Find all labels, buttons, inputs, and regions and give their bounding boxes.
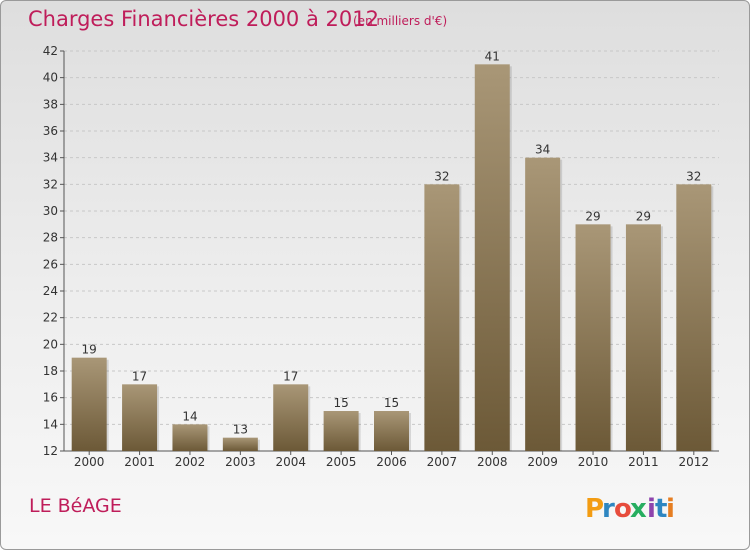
logo-letter: i xyxy=(666,494,675,524)
y-tick-label: 16 xyxy=(43,391,58,405)
bar xyxy=(625,224,661,451)
x-tick-label: 2008 xyxy=(477,455,508,469)
x-tick-label: 2010 xyxy=(578,455,609,469)
gridlines xyxy=(64,50,719,452)
y-tick-label: 30 xyxy=(43,204,58,218)
bar xyxy=(122,384,158,451)
chart-subtitle: (en milliers d'€) xyxy=(353,14,448,28)
bar xyxy=(273,384,309,451)
y-tick-label: 20 xyxy=(43,337,58,351)
bar xyxy=(323,411,359,451)
x-tick-label: 2004 xyxy=(275,455,306,469)
y-tick-label: 18 xyxy=(43,364,58,378)
x-tick-label: 2002 xyxy=(175,455,206,469)
y-tick-label: 12 xyxy=(43,444,58,458)
bar xyxy=(172,424,208,451)
data-label: 15 xyxy=(384,396,399,410)
bars xyxy=(71,64,714,452)
bar xyxy=(374,411,409,451)
x-tick-label: 2011 xyxy=(628,455,659,469)
data-label: 17 xyxy=(283,369,298,383)
commune-name: LE BéAGE xyxy=(29,495,122,517)
data-label: 17 xyxy=(132,369,147,383)
y-tick-label: 40 xyxy=(43,71,58,85)
y-tick-label: 38 xyxy=(43,97,58,111)
y-tick-label: 36 xyxy=(43,124,58,138)
data-label: 41 xyxy=(485,49,500,63)
data-label: 14 xyxy=(182,409,197,423)
chart-title: Charges Financières 2000 à 2012 xyxy=(28,7,379,31)
y-tick-label: 22 xyxy=(43,311,58,325)
bar xyxy=(525,157,561,451)
y-tick-label: 14 xyxy=(43,417,58,431)
x-tick-label: 2005 xyxy=(326,455,357,469)
bar xyxy=(424,184,460,452)
data-label: 29 xyxy=(636,209,651,223)
bar xyxy=(676,184,712,452)
x-tick-label: 2000 xyxy=(74,455,105,469)
y-tick-label: 24 xyxy=(43,284,58,298)
data-label: 32 xyxy=(434,169,449,183)
data-label: 13 xyxy=(233,423,248,437)
x-tick-label: 2007 xyxy=(427,455,458,469)
axes: 12 14 16 18 20 22 24 26 28 30 32 34 36 38 40 42 2000 2001… xyxy=(43,44,719,469)
bar xyxy=(575,224,611,451)
logo-letter: o xyxy=(614,494,632,524)
x-tick-label: 2003 xyxy=(225,455,256,469)
y-tick-label: 26 xyxy=(43,257,58,271)
bar xyxy=(222,437,258,451)
x-tick-label: 2001 xyxy=(124,455,155,469)
data-labels: 19 17 14 13 17 15 15 32 41 34 29 29 32 xyxy=(82,49,702,436)
proxiti-logo: Pr ox i ti xyxy=(585,494,675,524)
logo-letter: P xyxy=(585,494,604,524)
logo-letter: i xyxy=(647,494,656,524)
data-label: 34 xyxy=(535,143,550,157)
y-tick-label: 32 xyxy=(43,177,58,191)
data-label: 15 xyxy=(333,396,348,410)
data-label: 32 xyxy=(686,169,701,183)
data-label: 29 xyxy=(585,209,600,223)
bar xyxy=(71,357,107,451)
x-tick-label: 2006 xyxy=(376,455,407,469)
logo-letter: r xyxy=(602,494,615,524)
logo-letter: t xyxy=(655,494,667,524)
y-tick-label: 42 xyxy=(43,44,58,58)
data-label: 19 xyxy=(82,343,97,357)
bar xyxy=(474,64,510,452)
logo-letter: x xyxy=(630,494,647,524)
y-tick-label: 34 xyxy=(43,151,58,165)
y-tick-label: 28 xyxy=(43,231,58,245)
x-tick-label: 2009 xyxy=(527,455,558,469)
x-tick-label: 2012 xyxy=(679,455,710,469)
